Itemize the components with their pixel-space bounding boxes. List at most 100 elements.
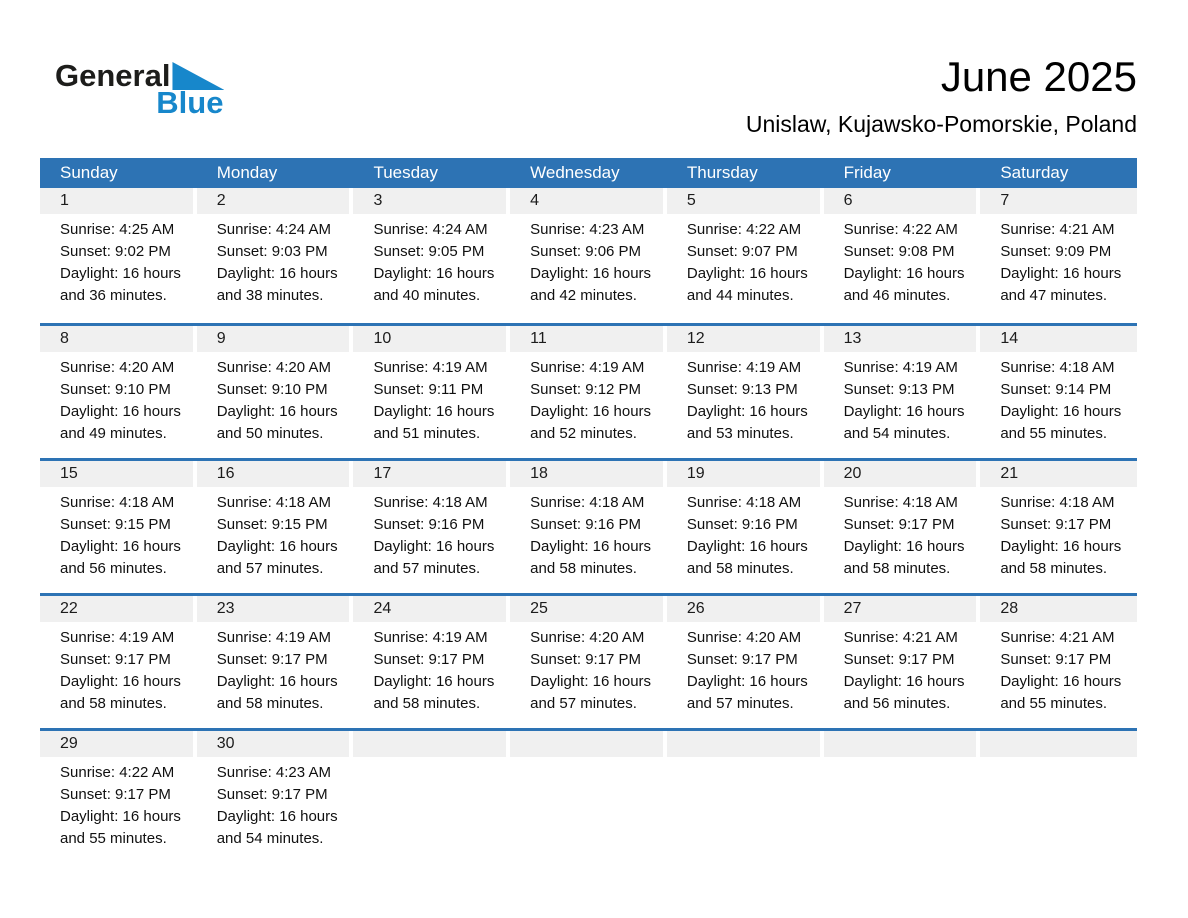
day-details: Sunrise: 4:19 AM Sunset: 9:17 PM Daylight:… bbox=[197, 622, 354, 715]
daylight-line1-text: Daylight: 16 hours bbox=[60, 808, 181, 825]
weekday-header-tuesday: Tuesday bbox=[373, 163, 439, 182]
empty-day-cell bbox=[823, 731, 981, 863]
day-number: 14 bbox=[1000, 330, 1019, 347]
sunset-text: Sunset: 9:17 PM bbox=[373, 651, 485, 668]
day-details: Sunrise: 4:20 AM Sunset: 9:17 PM Daylight:… bbox=[510, 622, 667, 715]
sunset-text: Sunset: 9:17 PM bbox=[530, 651, 642, 668]
sunset-text: Sunset: 9:13 PM bbox=[843, 381, 955, 398]
day-cell: 23 Sunrise: 4:19 AM Sunset: 9:17 PM Dayligh… bbox=[196, 596, 354, 728]
day-details: Sunrise: 4:21 AM Sunset: 9:17 PM Daylight:… bbox=[980, 622, 1137, 715]
sunset-text: Sunset: 9:10 PM bbox=[216, 381, 328, 398]
day-number-strip: 3 bbox=[353, 188, 507, 214]
day-number: 6 bbox=[843, 192, 853, 209]
day-number: 12 bbox=[686, 330, 705, 347]
calendar: Sunday Monday Tuesday Wednesday Thursday… bbox=[40, 158, 1138, 863]
sunset-text: Sunset: 9:13 PM bbox=[686, 381, 798, 398]
daylight-line2-text: and 58 minutes. bbox=[1000, 560, 1108, 577]
weekday-header-thursday: Thursday bbox=[686, 163, 758, 182]
day-details: Sunrise: 4:18 AM Sunset: 9:17 PM Daylight:… bbox=[824, 487, 981, 580]
day-number-strip: 21 bbox=[980, 461, 1138, 487]
sunrise-text: Sunrise: 4:24 AM bbox=[373, 221, 488, 238]
day-number-strip: 13 bbox=[823, 326, 977, 352]
day-cell: 11 Sunrise: 4:19 AM Sunset: 9:12 PM Dayligh… bbox=[510, 326, 667, 458]
day-details: Sunrise: 4:18 AM Sunset: 9:16 PM Daylight:… bbox=[667, 487, 824, 580]
day-details: Sunrise: 4:24 AM Sunset: 9:03 PM Daylight:… bbox=[197, 214, 354, 307]
sunrise-text: Sunrise: 4:19 AM bbox=[373, 629, 488, 646]
daylight-line2-text: and 47 minutes. bbox=[1000, 287, 1108, 304]
day-number-strip: 16 bbox=[196, 461, 350, 487]
daylight-line2-text: and 56 minutes. bbox=[843, 695, 951, 712]
daylight-line2-text: and 36 minutes. bbox=[60, 287, 167, 304]
day-details bbox=[824, 757, 981, 762]
daylight-line2-text: and 58 minutes. bbox=[843, 560, 951, 577]
day-number-strip: 19 bbox=[666, 461, 820, 487]
weekday-header-wednesday: Wednesday bbox=[530, 163, 620, 182]
day-number: 22 bbox=[60, 600, 78, 617]
daylight-line1-text: Daylight: 16 hours bbox=[530, 538, 652, 555]
day-cell: 25 Sunrise: 4:20 AM Sunset: 9:17 PM Dayligh… bbox=[510, 596, 667, 728]
sunrise-text: Sunrise: 4:19 AM bbox=[530, 359, 645, 376]
sunset-text: Sunset: 9:15 PM bbox=[216, 516, 328, 533]
day-details: Sunrise: 4:18 AM Sunset: 9:14 PM Daylight:… bbox=[980, 352, 1137, 445]
daylight-line1-text: Daylight: 16 hours bbox=[60, 538, 181, 555]
daylight-line1-text: Daylight: 16 hours bbox=[530, 403, 652, 420]
daylight-line2-text: and 55 minutes. bbox=[1000, 695, 1108, 712]
day-number-strip bbox=[666, 731, 820, 757]
day-cell: 30 Sunrise: 4:23 AM Sunset: 9:17 PM Dayligh… bbox=[196, 731, 354, 863]
page-subtitle: Unislaw, Kujawsko-Pomorskie, Poland bbox=[745, 111, 1137, 138]
daylight-line2-text: and 58 minutes. bbox=[60, 695, 167, 712]
day-cell: 13 Sunrise: 4:19 AM Sunset: 9:13 PM Dayligh… bbox=[823, 326, 981, 458]
sunset-text: Sunset: 9:17 PM bbox=[843, 651, 955, 668]
day-number-strip: 29 bbox=[40, 731, 193, 757]
day-number: 26 bbox=[686, 600, 705, 617]
day-cell: 19 Sunrise: 4:18 AM Sunset: 9:16 PM Dayligh… bbox=[666, 461, 824, 593]
day-number: 29 bbox=[60, 735, 78, 752]
daylight-line1-text: Daylight: 16 hours bbox=[530, 673, 652, 690]
day-number-strip: 17 bbox=[353, 461, 507, 487]
sunset-text: Sunset: 9:03 PM bbox=[216, 243, 328, 260]
daylight-line1-text: Daylight: 16 hours bbox=[216, 265, 338, 282]
daylight-line1-text: Daylight: 16 hours bbox=[1000, 538, 1122, 555]
day-number: 24 bbox=[373, 600, 392, 617]
sunrise-text: Sunrise: 4:21 AM bbox=[1000, 221, 1115, 238]
daylight-line1-text: Daylight: 16 hours bbox=[373, 403, 495, 420]
daylight-line2-text: and 51 minutes. bbox=[373, 425, 481, 442]
sunset-text: Sunset: 9:17 PM bbox=[686, 651, 798, 668]
daylight-line1-text: Daylight: 16 hours bbox=[60, 265, 181, 282]
day-number: 9 bbox=[216, 330, 226, 347]
daylight-line1-text: Daylight: 16 hours bbox=[60, 403, 181, 420]
day-number-strip: 22 bbox=[40, 596, 193, 622]
empty-day-cell bbox=[353, 731, 510, 863]
day-details: Sunrise: 4:23 AM Sunset: 9:17 PM Daylight:… bbox=[197, 757, 354, 850]
day-cell: 2 Sunrise: 4:24 AM Sunset: 9:03 PM Daylight… bbox=[196, 188, 354, 323]
day-number-strip: 25 bbox=[510, 596, 663, 622]
day-number-strip: 18 bbox=[510, 461, 663, 487]
sunset-text: Sunset: 9:14 PM bbox=[1000, 381, 1112, 398]
week-row: 29 Sunrise: 4:22 AM Sunset: 9:17 PM Dayligh… bbox=[40, 728, 1138, 863]
day-number-strip: 27 bbox=[823, 596, 977, 622]
day-number-strip: 2 bbox=[196, 188, 350, 214]
day-cell: 24 Sunrise: 4:19 AM Sunset: 9:17 PM Dayligh… bbox=[353, 596, 510, 728]
day-details: Sunrise: 4:19 AM Sunset: 9:12 PM Daylight:… bbox=[510, 352, 667, 445]
daylight-line2-text: and 57 minutes. bbox=[686, 695, 794, 712]
daylight-line2-text: and 54 minutes. bbox=[843, 425, 951, 442]
sunset-text: Sunset: 9:17 PM bbox=[843, 516, 955, 533]
sunrise-text: Sunrise: 4:19 AM bbox=[843, 359, 958, 376]
day-cell: 17 Sunrise: 4:18 AM Sunset: 9:16 PM Dayligh… bbox=[353, 461, 510, 593]
day-cell: 16 Sunrise: 4:18 AM Sunset: 9:15 PM Dayligh… bbox=[196, 461, 354, 593]
day-number-strip: 1 bbox=[40, 188, 193, 214]
day-cell: 15 Sunrise: 4:18 AM Sunset: 9:15 PM Dayligh… bbox=[40, 461, 197, 593]
empty-day-cell bbox=[666, 731, 824, 863]
day-number-strip: 4 bbox=[510, 188, 663, 214]
day-number: 21 bbox=[1000, 465, 1019, 482]
day-details bbox=[353, 757, 510, 762]
day-cell: 4 Sunrise: 4:23 AM Sunset: 9:06 PM Daylight… bbox=[510, 188, 667, 323]
daylight-line2-text: and 52 minutes. bbox=[530, 425, 637, 442]
daylight-line2-text: and 42 minutes. bbox=[530, 287, 637, 304]
day-details: Sunrise: 4:18 AM Sunset: 9:16 PM Daylight:… bbox=[353, 487, 510, 580]
daylight-line1-text: Daylight: 16 hours bbox=[216, 538, 338, 555]
day-number: 19 bbox=[686, 465, 705, 482]
day-number: 27 bbox=[843, 600, 862, 617]
daylight-line1-text: Daylight: 16 hours bbox=[843, 265, 965, 282]
day-number-strip: 14 bbox=[980, 326, 1138, 352]
